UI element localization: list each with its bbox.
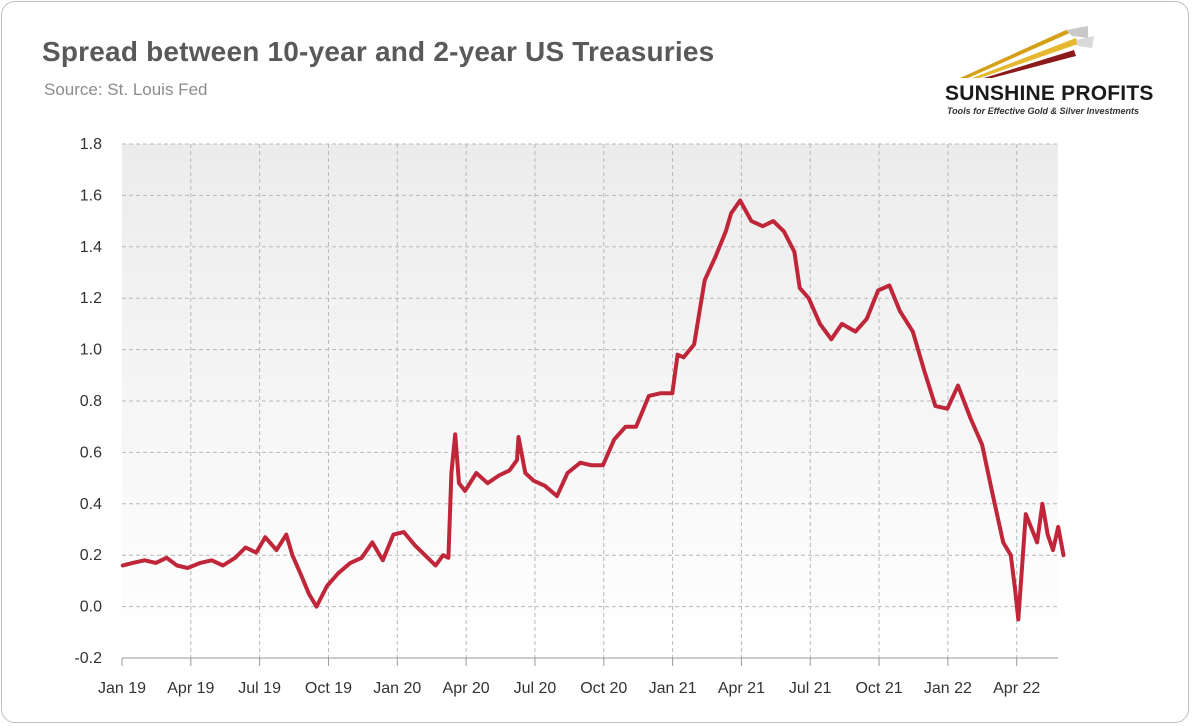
y-tick-label: 0.4 [80, 496, 102, 513]
y-tick-label: 0.0 [80, 599, 102, 616]
x-tick-label: Jul 20 [514, 680, 557, 697]
y-tick-label: 1.0 [80, 342, 102, 359]
y-tick-label: 0.6 [80, 444, 102, 461]
series-group [120, 198, 1066, 622]
chart-source: Source: St. Louis Fed [44, 80, 208, 99]
spread-series-line [120, 198, 1066, 622]
x-tick-label: Jan 19 [98, 680, 146, 697]
x-tick-label: Oct 20 [580, 680, 627, 697]
y-tick-label: 1.4 [80, 239, 102, 256]
x-tick-label: Jul 19 [238, 680, 281, 697]
y-axis-ticks: -0.2 0.0 0.2 0.4 0.6 0.8 1.0 1.2 1.4 1.6 1.8 [74, 136, 102, 667]
y-tick-label: 1.2 [80, 290, 102, 307]
chart-title: Spread between 10-year and 2-year US Tre… [42, 36, 715, 67]
y-tick-label: 0.8 [80, 393, 102, 410]
x-tick-label: Jul 21 [789, 680, 832, 697]
x-tick-label: Oct 21 [855, 680, 902, 697]
x-tick-label: Apr 20 [443, 680, 490, 697]
x-tick-label: Apr 19 [167, 680, 214, 697]
x-axis-ticks: Jan 19 Apr 19 Jul 19 Oct 19 Jan 20 Apr 20 Jul … [98, 657, 1058, 697]
x-tick-label: Jan 22 [924, 680, 972, 697]
x-tick-label: Apr 22 [993, 680, 1040, 697]
y-tick-label: 1.6 [80, 187, 102, 204]
y-tick-label: 1.8 [80, 136, 102, 153]
sunshine-profits-logo: SUNSHINE PROFITS Tools for Effective Gol… [938, 22, 1174, 122]
logo-rays-icon [960, 26, 1094, 78]
y-tick-label: -0.2 [74, 650, 102, 667]
logo-tagline: Tools for Effective Gold & Silver Invest… [947, 106, 1140, 116]
y-tick-label: 0.2 [80, 547, 102, 564]
logo-name: SUNSHINE PROFITS [945, 82, 1154, 105]
x-tick-label: Jan 21 [649, 680, 697, 697]
x-tick-label: Apr 21 [718, 680, 765, 697]
x-tick-label: Jan 20 [373, 680, 421, 697]
x-tick-label: Oct 19 [305, 680, 352, 697]
grid-lines [122, 143, 1058, 659]
